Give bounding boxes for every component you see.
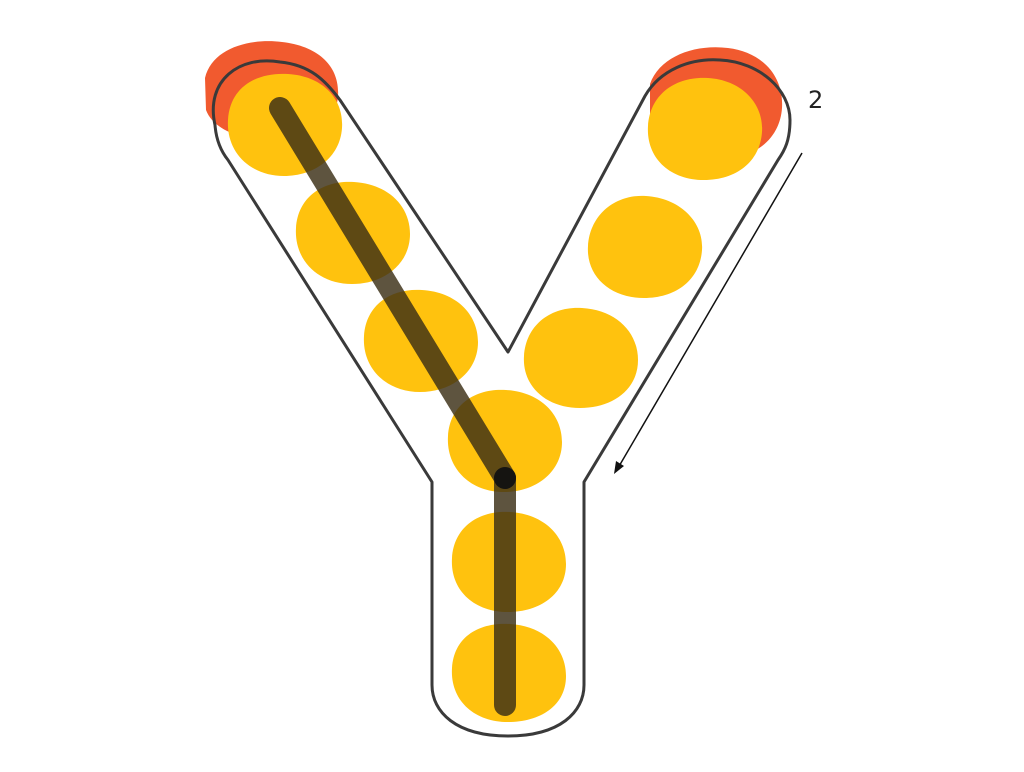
dot-8[interactable] [587,195,703,298]
arrow-down-left-icon [614,152,803,474]
traced-stroke-1 [269,97,516,716]
dot-7[interactable] [523,307,638,408]
traced-diagonal-segment [269,97,516,489]
direction-arrow-head [614,461,624,474]
letter-y-outline [211,58,792,738]
traced-joint [494,467,516,489]
dot-9[interactable] [647,77,763,180]
stroke-number-label: 2 [808,86,823,114]
direction-arrow-shaft [617,152,803,469]
